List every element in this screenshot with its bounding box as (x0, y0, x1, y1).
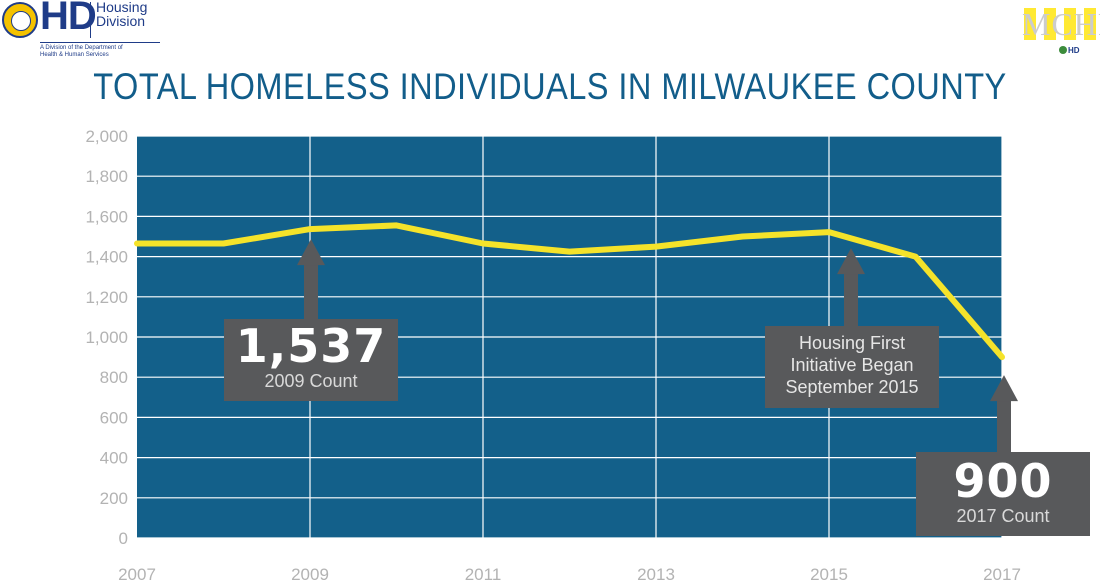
org-name-line2: Division (96, 13, 146, 29)
arrow-shaft (844, 272, 858, 330)
arrow-head (837, 248, 865, 275)
logo-bar (1024, 8, 1036, 40)
hd-mark: HD (40, 0, 97, 38)
y-tick-label: 1,600 (85, 207, 128, 226)
x-tick-label: 2007 (118, 565, 156, 583)
callout-2009-count: 1,537 2009 Count (224, 319, 398, 401)
y-tick-label: 1,800 (85, 167, 128, 186)
mchf-logo: MCHF HD (1022, 0, 1100, 62)
logo-divider (90, 2, 91, 38)
x-tick-label: 2015 (810, 565, 848, 583)
logo-bar (1064, 8, 1076, 40)
y-tick-label: 400 (100, 449, 128, 468)
chart-title: TOTAL HOMELESS INDIVIDUALS IN MILWAUKEE … (93, 66, 1007, 107)
callout-2009-label: 2009 Count (264, 371, 358, 391)
logo-bar (1084, 8, 1096, 40)
org-subtitle-line1: A Division of the Department of (40, 45, 123, 51)
x-tick-label: 2013 (637, 565, 675, 583)
arrow-2015 (837, 248, 865, 330)
x-tick-label: 2009 (291, 565, 329, 583)
org-subtitle: A Division of the Department of Health &… (40, 45, 160, 59)
x-tick-label: 2017 (983, 565, 1021, 583)
y-tick-label: 600 (100, 408, 128, 427)
partner-hd-mark: HD (1068, 46, 1080, 55)
arrow-shaft (997, 399, 1011, 455)
org-name: Housing Division (96, 0, 166, 28)
y-tick-label: 200 (100, 489, 128, 508)
y-tick-label: 1,000 (85, 328, 128, 347)
y-tick-label: 1,400 (85, 248, 128, 267)
org-subtitle-line2: Health & Human Services (40, 52, 109, 58)
x-tick-label: 2011 (465, 565, 502, 583)
callout-2009-value: 1,537 (235, 319, 387, 373)
callout-2017-label: 2017 Count (956, 506, 1050, 526)
y-tick-label: 800 (100, 368, 128, 387)
logo-rule (40, 42, 160, 43)
callout-2017-value: 900 (953, 454, 1053, 508)
callout-housing-first-line2: Initiative Began (790, 355, 914, 375)
org-name-line1: Housing (96, 0, 148, 15)
housing-division-logo: HD Housing Division A Division of the De… (0, 0, 170, 62)
y-tick-label: 2,000 (85, 127, 128, 146)
callout-2017-count: 900 2017 Count (916, 452, 1090, 536)
logo-bar (1044, 8, 1056, 40)
callout-housing-first-line1: Housing First (798, 333, 906, 353)
mchf-letters: MCHF (1022, 6, 1100, 42)
y-tick-label: 1,200 (85, 288, 128, 307)
y-tick-label: 0 (119, 529, 128, 548)
arrow-2009 (297, 239, 325, 322)
callout-housing-first-line3: September 2015 (785, 377, 919, 397)
arrow-shaft (304, 263, 318, 322)
partner-seal-icon (1059, 46, 1067, 54)
callout-housing-first: Housing First Initiative Began September… (765, 326, 939, 408)
milwaukee-county-seal-icon (2, 2, 38, 38)
arrow-head (297, 239, 325, 266)
arrow-2017 (990, 375, 1018, 455)
arrow-head (990, 375, 1018, 402)
